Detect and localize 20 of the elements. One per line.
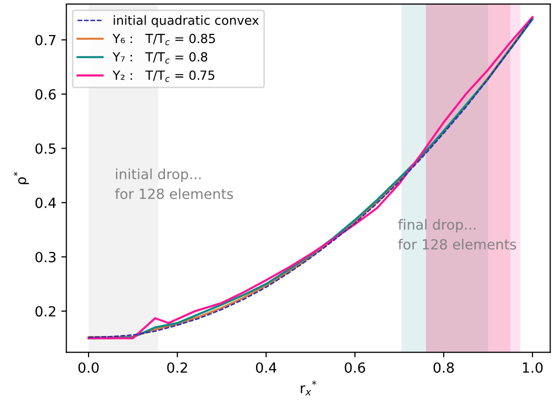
y-tick-label: 0.5 [35, 143, 56, 154]
y-axis-title: ρ$^{*}$ [13, 172, 29, 184]
y-tick-label: 0.4 [35, 198, 56, 208]
legend-label: Y₂ : T/T$_{c}$ = 0.75 [112, 70, 214, 82]
y-tick-label: 0.2 [35, 306, 56, 317]
x-tick-label: 1.0 [522, 362, 543, 373]
x-tick-label: 0.0 [78, 362, 99, 373]
y-tick-label: 0.6 [35, 89, 56, 100]
legend-label: Y₆ : T/T$_{c}$ = 0.85 [112, 34, 215, 46]
x-tick-label: 0.2 [167, 362, 187, 373]
x-tick-label: 0.4 [256, 362, 276, 373]
annotation: final drop... for 128 elements [398, 219, 516, 250]
annotation: initial drop... for 128 elements [115, 168, 234, 200]
x-tick-label: 0.6 [344, 362, 366, 373]
x-tick-label: 0.8 [434, 362, 454, 373]
y-tick-label: 0.3 [35, 252, 56, 262]
legend-label: initial quadratic convex [114, 15, 259, 28]
legend-label: Y₇ : T/T$_{c}$ = 0.8 [112, 52, 208, 64]
y-tick-label: 0.7 [35, 34, 56, 46]
x-axis-title: r$_{x}$$^{*}$ [300, 380, 316, 396]
